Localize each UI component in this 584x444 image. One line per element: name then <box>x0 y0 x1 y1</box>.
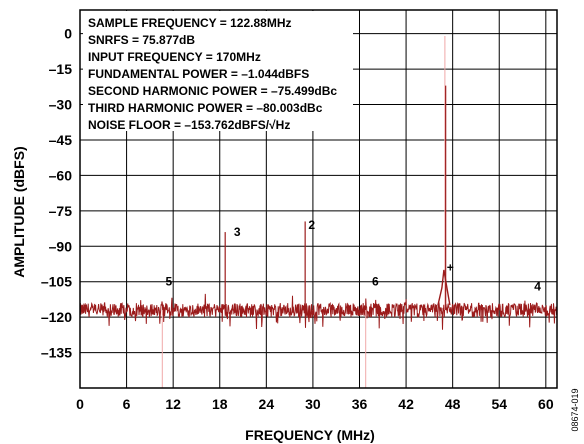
y-tick-label: –15 <box>49 61 73 77</box>
x-tick-label: 12 <box>165 396 181 412</box>
y-tick-label: –75 <box>49 203 73 219</box>
annotation-line: THIRD HARMONIC POWER = –80.003dBc <box>88 101 323 115</box>
annotation-box: SAMPLE FREQUENCY = 122.88MHz SNRFS = 75.… <box>83 11 353 132</box>
annotation-line: NOISE FLOOR = –153.762dBFS/√Hz <box>88 118 290 132</box>
y-tick-label: –105 <box>41 274 72 290</box>
y-tick-label: –45 <box>49 132 73 148</box>
x-tick-label: 54 <box>491 396 507 412</box>
y-tick-label: –120 <box>41 309 72 325</box>
x-tick-label: 48 <box>445 396 461 412</box>
spectrum-traces <box>79 35 558 388</box>
x-tick-label: 60 <box>538 396 554 412</box>
spur-label: 2 <box>308 218 315 232</box>
figure-id: 08674-019 <box>570 388 580 431</box>
spur-label: + <box>447 261 454 275</box>
plot-frame <box>79 9 558 389</box>
annotation-line: SECOND HARMONIC POWER = –75.499dBc <box>88 84 337 98</box>
y-tick-label: 0 <box>64 26 72 42</box>
spur-labels: 3 2 5 6 4 + <box>166 218 542 293</box>
spur-label: 5 <box>166 275 173 289</box>
annotation-line: INPUT FREQUENCY = 170MHz <box>88 50 261 64</box>
y-tick-label: –135 <box>41 345 72 361</box>
x-tick-label: 36 <box>352 396 368 412</box>
x-tick-label: 30 <box>305 396 321 412</box>
x-axis-title: FREQUENCY (MHz) <box>245 427 375 443</box>
annotation-line: SAMPLE FREQUENCY = 122.88MHz <box>88 16 292 30</box>
y-tick-labels: 0 –15 –30 –45 –60 –75 –90 –105 –120 –135 <box>41 26 72 361</box>
annotation-line: FUNDAMENTAL POWER = –1.044dBFS <box>88 67 309 81</box>
x-tick-label: 42 <box>398 396 414 412</box>
fundamental-skirt <box>437 269 451 306</box>
x-tick-label: 18 <box>212 396 228 412</box>
y-tick-label: –60 <box>49 167 73 183</box>
x-tick-label: 6 <box>123 396 131 412</box>
x-tick-label: 24 <box>259 396 275 412</box>
x-tick-label: 0 <box>76 396 84 412</box>
spur-label: 6 <box>372 275 379 289</box>
spur-label: 4 <box>534 279 541 293</box>
y-tick-label: –30 <box>49 97 73 113</box>
y-tick-label: –90 <box>49 238 73 254</box>
noise-floor-trace <box>79 293 558 330</box>
spur-label: 3 <box>234 225 241 239</box>
y-axis-title: AMPLITUDE (dBFS) <box>11 146 27 277</box>
annotation-line: SNRFS = 75.877dB <box>88 33 195 47</box>
x-tick-labels: 0 6 12 18 24 30 36 42 48 54 60 <box>76 396 554 412</box>
